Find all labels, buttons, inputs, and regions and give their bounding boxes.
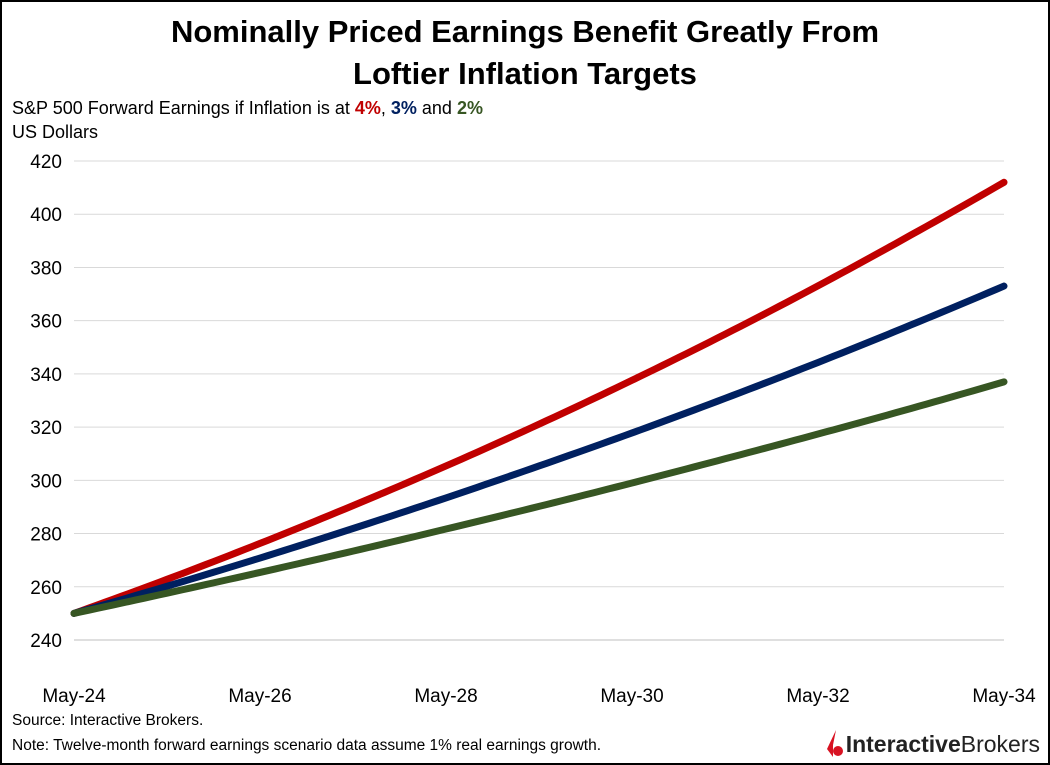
series-line-4pct [70,178,1008,617]
x-tick-label: May-30 [600,686,663,707]
x-tick-label: May-24 [42,686,106,707]
x-tick-label: May-28 [414,686,477,707]
subtitle-4pct: 4% [354,98,381,118]
chart-subtitle: S&P 500 Forward Earnings if Inflation is… [12,98,483,119]
subtitle-and: and [416,98,457,118]
series-line-2pct [70,378,1008,617]
y-tick-label: 300 [30,471,62,492]
subtitle-sep: , [380,98,391,118]
series-line-3pct [70,282,1008,617]
y-tick-label: 240 [30,631,62,652]
logo-text-brokers: Brokers [960,730,1040,757]
y-tick-label: 320 [30,418,62,439]
y-tick-label: 360 [30,312,62,333]
subtitle-2pct: 2% [456,98,483,118]
y-axis-label: US Dollars [12,122,99,142]
subtitle-prefix: S&P 500 Forward Earnings if Inflation is… [12,98,355,118]
y-tick-label: 280 [30,525,62,546]
x-tick-label: May-34 [972,686,1036,707]
chart-title-line2: Loftier Inflation Targets [353,56,697,91]
y-tick-label: 380 [30,258,62,279]
y-tick-label: 340 [30,365,62,386]
y-tick-label: 400 [30,205,62,226]
chart-title-line1: Nominally Priced Earnings Benefit Greatl… [170,14,880,49]
ib-flame-icon [826,730,843,757]
x-tick-label: May-32 [786,686,849,707]
y-tick-label: 260 [30,578,62,599]
footnote: Note: Twelve-month forward earnings scen… [12,737,602,754]
logo-text-interactive: Interactive [845,730,961,757]
interactive-brokers-logo: Interactive Brokers [824,729,1040,759]
source-note: Source: Interactive Brokers. [12,712,204,729]
x-tick-label: May-26 [228,686,291,707]
subtitle-3pct: 3% [390,98,417,118]
y-tick-label: 420 [30,152,62,173]
